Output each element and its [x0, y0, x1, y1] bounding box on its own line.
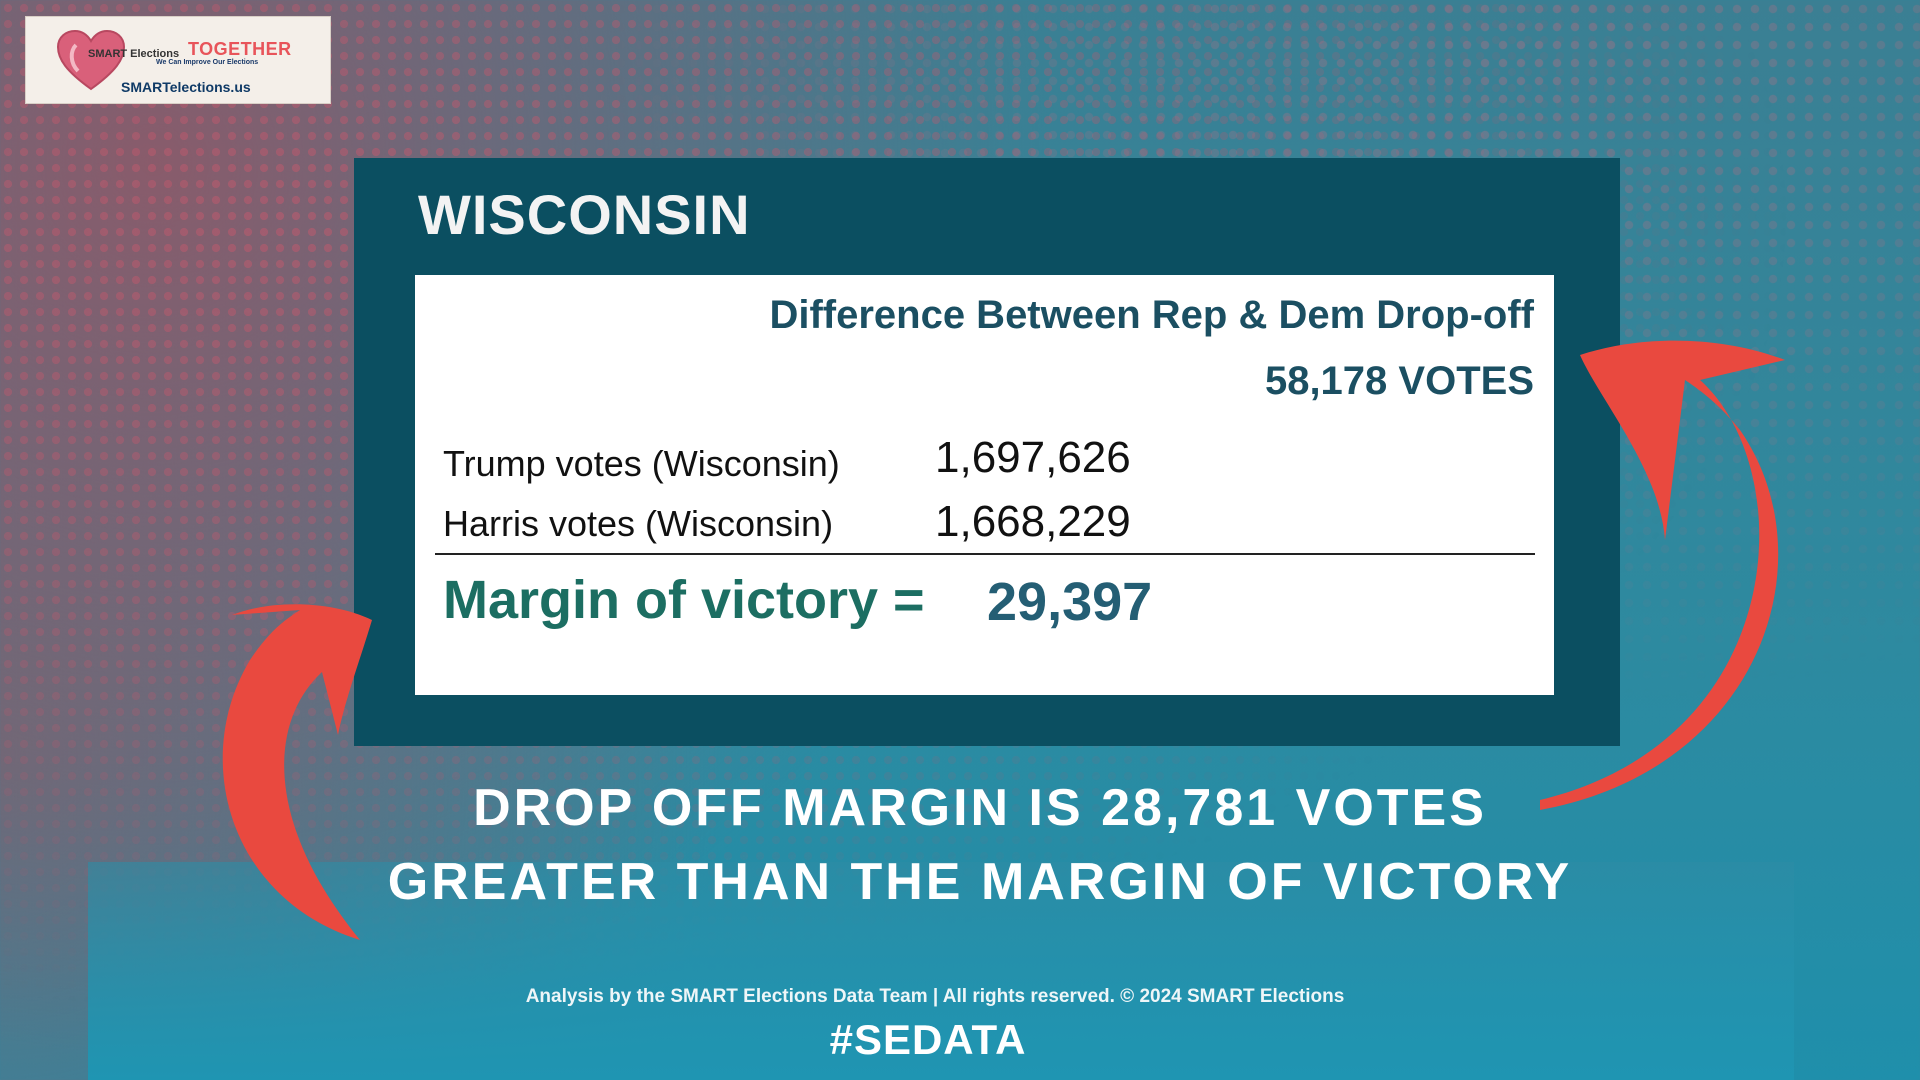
smart-elections-logo[interactable]: SMART Elections TOGETHER We Can Improve …	[25, 16, 331, 104]
dropoff-difference-votes: 58,178 VOTES	[1264, 359, 1534, 403]
harris-votes-value: 1,668,229	[935, 497, 1131, 546]
logo-tagline: We Can Improve Our Elections	[156, 59, 259, 66]
heart-icon	[56, 29, 126, 91]
state-title: WISCONSIN	[418, 183, 751, 246]
headline-line-2: GREATER THAN THE MARGIN OF VICTORY	[387, 853, 1573, 911]
results-card: Difference Between Rep & Dem Drop-off 58…	[415, 275, 1554, 695]
logo-headline: TOGETHER	[188, 39, 292, 59]
footer-band	[88, 862, 1794, 1080]
margin-of-victory-label: Margin of victory =	[443, 570, 925, 630]
sum-divider	[435, 553, 1535, 555]
logo-url[interactable]: SMARTelections.us	[121, 79, 251, 95]
headline-line-1: DROP OFF MARGIN IS 28,781 VOTES	[473, 779, 1487, 837]
logo-brand: SMART Elections	[88, 48, 180, 60]
right-curved-arrow-icon	[1540, 340, 1785, 810]
trump-votes-value: 1,697,626	[935, 433, 1131, 482]
dropoff-difference-title: Difference Between Rep & Dem Drop-off	[769, 293, 1534, 337]
analysis-credit: Analysis by the SMART Elections Data Tea…	[525, 986, 1345, 1007]
left-curved-arrow-icon	[222, 604, 372, 940]
trump-votes-label: Trump votes (Wisconsin)	[443, 443, 840, 484]
margin-of-victory-value: 29,397	[987, 572, 1153, 632]
harris-votes-label: Harris votes (Wisconsin)	[443, 503, 834, 544]
hashtag[interactable]: #SEDATA	[829, 1016, 1027, 1063]
